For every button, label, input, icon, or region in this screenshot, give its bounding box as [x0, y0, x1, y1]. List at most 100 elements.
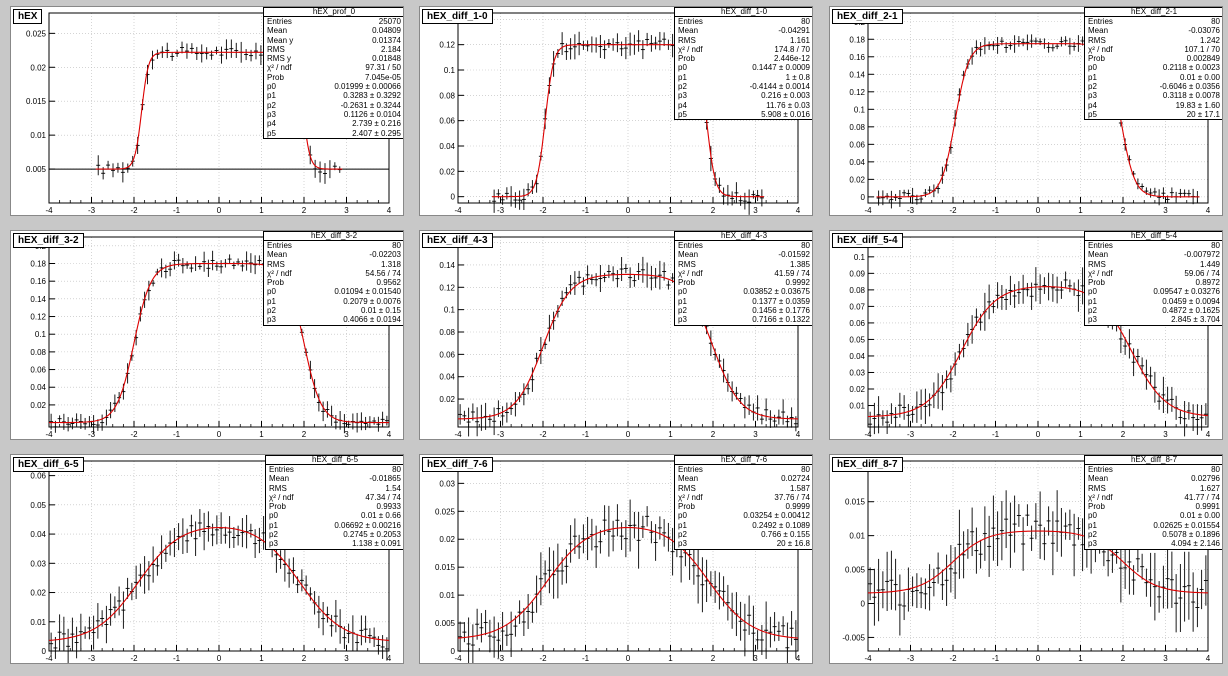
y-tick-label: 0.02 [30, 63, 46, 72]
stats-label: Mean [1088, 474, 1109, 484]
data-point [623, 36, 628, 60]
x-tick-label: 0 [1036, 430, 1041, 439]
stats-label: Mean [267, 250, 288, 260]
stats-row: Prob 2.446e-12 [675, 54, 812, 64]
x-tick-label: -3 [88, 206, 96, 215]
stats-value: 107.1 / 70 [1184, 44, 1220, 54]
data-point [628, 32, 633, 56]
data-point [1055, 490, 1060, 552]
stats-value: 1.138 ± 0.091 [352, 539, 401, 549]
data-point [662, 519, 667, 547]
data-point [759, 189, 764, 207]
stats-title: hEX_prof_0 [264, 8, 403, 17]
data-point [1033, 503, 1038, 540]
data-point [83, 417, 88, 430]
data-point [521, 383, 526, 406]
data-point [598, 264, 603, 293]
stats-value: 11.76 ± 0.03 [766, 100, 810, 110]
data-point [902, 395, 907, 420]
stats-row: Entries 80 [1085, 241, 1222, 250]
stats-row: p3 0.7166 ± 0.1322 [675, 315, 812, 324]
data-point [248, 253, 253, 273]
stats-label: p2 [267, 100, 276, 110]
histogram-title: hEX_diff_2-1 [832, 9, 903, 24]
stats-row: RMS y 0.01848 [264, 54, 403, 63]
stats-label: Entries [267, 17, 292, 26]
data-point [257, 255, 262, 266]
stats-box: hEX_diff_8-7 Entries 80 Mean 0.02796 RMS 1.627… [1084, 455, 1222, 550]
y-tick-label: 0.12 [439, 41, 455, 50]
data-point [49, 632, 54, 655]
x-tick-label: 1 [668, 654, 673, 663]
data-point [1148, 552, 1153, 607]
data-point [1118, 324, 1123, 354]
data-point [919, 577, 924, 609]
x-tick-label: 4 [796, 430, 801, 439]
data-point [606, 264, 611, 279]
data-point [995, 36, 1000, 54]
x-tick-label: -3 [88, 430, 96, 439]
data-point [227, 254, 232, 264]
stats-label: χ² / ndf [267, 268, 292, 278]
y-tick-label: 0.08 [439, 91, 455, 100]
data-point [244, 251, 249, 271]
stats-value: 0.4872 ± 0.1625 [1162, 306, 1220, 316]
data-point [1021, 517, 1026, 571]
stats-value: 2.845 ± 3.704 [1171, 315, 1220, 325]
data-point [363, 416, 368, 431]
stats-row: Mean -0.02203 [264, 250, 403, 260]
y-tick-label: 0.02 [30, 401, 46, 410]
histogram-title: hEX_diff_1-0 [422, 9, 493, 24]
stats-label: Mean [678, 26, 699, 36]
data-point [572, 271, 577, 295]
data-point [725, 584, 730, 621]
data-point [1165, 548, 1170, 609]
y-tick-label: 0.025 [26, 29, 47, 38]
data-point [936, 552, 941, 584]
stats-label: p0 [678, 63, 687, 73]
stats-value: 0.002849 [1186, 54, 1220, 64]
stats-value: 54.56 / 74 [365, 268, 401, 278]
stats-value: 19.83 ± 1.60 [1175, 100, 1220, 110]
data-point [598, 34, 603, 58]
x-tick-label: 1 [1078, 654, 1083, 663]
stats-row: p0 0.2118 ± 0.0023 [1085, 63, 1222, 72]
data-point [602, 505, 607, 535]
stats-value: 2.446e-12 [773, 54, 810, 64]
x-tick-label: -4 [864, 206, 872, 215]
chart-svg: -4-3-2-10123400.020.040.060.080.10.120.1… [439, 12, 801, 215]
data-point [108, 402, 113, 419]
data-point [623, 520, 628, 558]
data-point [299, 569, 304, 592]
data-point [991, 41, 996, 51]
data-point [893, 558, 898, 611]
stats-value: 0.9562 [376, 278, 401, 288]
data-point [880, 410, 885, 426]
stats-label: p3 [1088, 315, 1097, 325]
stats-value: 0.766 ± 0.155 [761, 530, 810, 540]
data-point [189, 514, 194, 537]
stats-value: 0.1377 ± 0.0359 [752, 296, 810, 306]
stats-label: Entries [678, 17, 703, 26]
data-point [1203, 555, 1208, 606]
stats-row: Prob 0.9562 [264, 278, 403, 288]
chart-pad: -4 -3 -2 -1 0 1 2 3 4 0.01 0.02 0.03 0.04 0.05 0.06 0.0… [829, 230, 1223, 440]
data-point [227, 516, 232, 549]
stats-row: p3 0.4066 ± 0.0194 [264, 315, 403, 324]
stats-value: 25070 [378, 17, 401, 26]
stats-label: p4 [267, 119, 276, 129]
stats-value: 1.449 [1199, 259, 1220, 269]
data-point [598, 529, 603, 554]
x-tick-label: -2 [949, 206, 957, 215]
stats-value: 2.184 [380, 44, 401, 54]
data-point [87, 616, 92, 640]
data-point [253, 255, 258, 275]
stats-row: χ² / ndf 59.06 / 74 [1085, 269, 1222, 278]
data-point [125, 577, 130, 599]
data-point [236, 525, 241, 546]
x-tick-label: 0 [1036, 206, 1041, 215]
stats-row: p3 4.094 ± 2.146 [1085, 539, 1222, 548]
data-point [606, 505, 611, 557]
stats-label: p2 [269, 530, 278, 540]
stats-row: Prob 0.8972 [1085, 278, 1222, 287]
